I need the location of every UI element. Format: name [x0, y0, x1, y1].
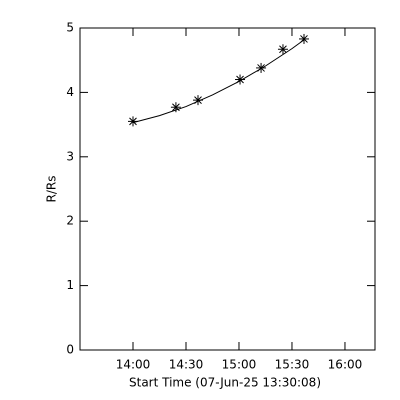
plot-frame	[79, 27, 376, 351]
asterisk-stroke	[279, 45, 287, 54]
x-tick-label: 16:00	[328, 358, 363, 372]
y-tick-label: 2	[66, 214, 74, 228]
y-tick-label: 3	[66, 149, 74, 163]
x-tick-label: 14:00	[116, 358, 151, 372]
data-point	[256, 62, 267, 73]
asterisk-stroke	[172, 103, 180, 112]
y-axis-label: R/Rs	[45, 176, 59, 203]
asterisk-stroke	[129, 117, 137, 126]
y-tick-label: 0	[66, 343, 74, 357]
x-axis-label: Start Time (07-Jun-25 13:30:08)	[129, 376, 321, 390]
data-point	[277, 44, 288, 55]
x-tick-label: 14:30	[169, 358, 204, 372]
x-tick-label: 15:00	[222, 358, 257, 372]
y-tick-label: 4	[66, 85, 74, 99]
y-tick-label: 1	[66, 278, 74, 292]
fit-line	[132, 39, 305, 124]
y-tick-label: 5	[66, 21, 74, 35]
x-tick-label: 15:30	[275, 358, 310, 372]
